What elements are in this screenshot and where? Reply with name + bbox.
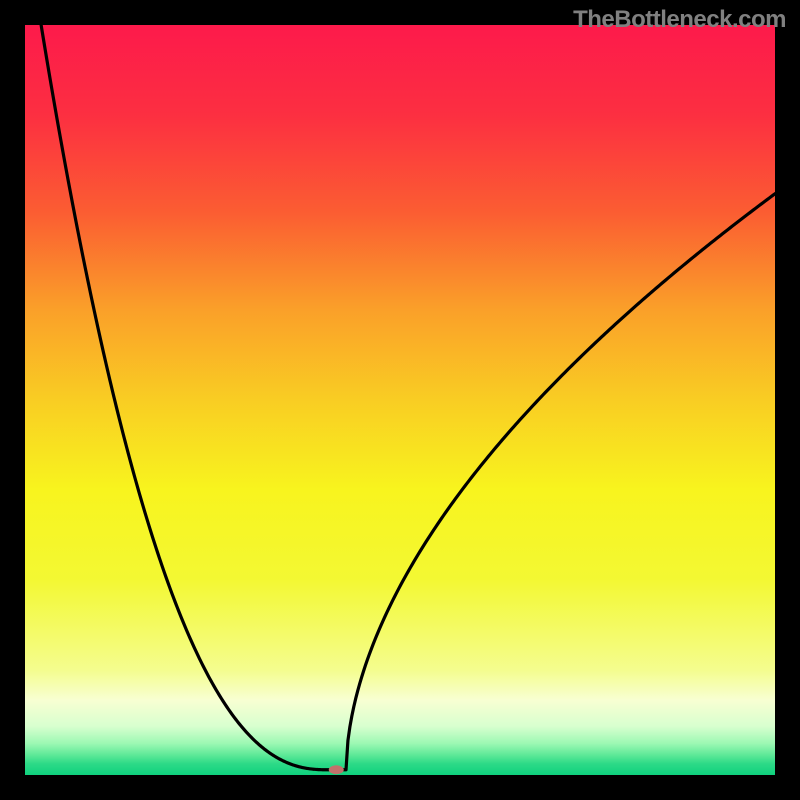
optimum-marker bbox=[329, 765, 344, 774]
gradient-background bbox=[25, 25, 775, 775]
chart-container: TheBottleneck.com bbox=[0, 0, 800, 800]
bottleneck-chart bbox=[0, 0, 800, 800]
source-watermark: TheBottleneck.com bbox=[573, 6, 786, 34]
